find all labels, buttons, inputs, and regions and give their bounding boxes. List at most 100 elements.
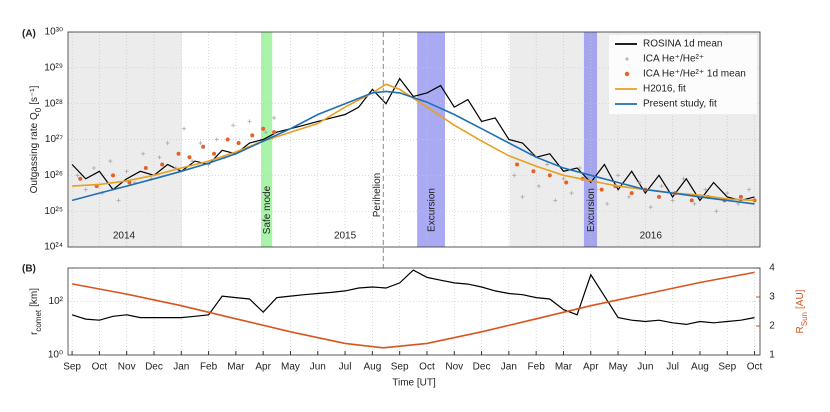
perihelion-label: Perihelion bbox=[372, 173, 383, 217]
x-tick-label: Dec bbox=[145, 362, 163, 373]
y-axis-label-main: r bbox=[29, 331, 40, 335]
data-point bbox=[247, 119, 252, 124]
plot-background bbox=[68, 268, 760, 355]
plot-frame bbox=[67, 31, 761, 248]
x-axis-label: Time [UT] bbox=[392, 378, 436, 389]
x-tick-label: Sep bbox=[63, 362, 81, 373]
data-point bbox=[127, 180, 132, 185]
data-point bbox=[515, 162, 520, 167]
data-line bbox=[71, 269, 755, 326]
data-point bbox=[594, 187, 599, 192]
data-point bbox=[569, 191, 574, 196]
x-tick-label: Oct bbox=[747, 362, 763, 373]
data-point bbox=[141, 151, 146, 156]
y-tick-label: 10²⁵ bbox=[44, 206, 63, 217]
band-label: Excursion bbox=[427, 188, 438, 232]
data-point bbox=[182, 126, 187, 131]
x-tick-label: Dec bbox=[473, 362, 491, 373]
legend-marker bbox=[625, 57, 629, 61]
data-point bbox=[236, 140, 241, 145]
legend-box bbox=[609, 35, 757, 114]
panel-label: (B) bbox=[22, 264, 36, 275]
x-tick-label: Aug bbox=[691, 362, 709, 373]
data-point bbox=[225, 137, 230, 142]
x-tick-label: Aug bbox=[363, 362, 381, 373]
x-tick-label: Sep bbox=[718, 362, 736, 373]
data-point bbox=[263, 130, 268, 135]
x-tick-label: May bbox=[281, 362, 300, 373]
x-tick-label: Oct bbox=[419, 362, 435, 373]
data-point bbox=[250, 133, 255, 138]
y2-tick-label: 3 bbox=[769, 292, 775, 303]
y2-axis-label-main: R bbox=[795, 326, 806, 333]
x-tick-label: Mar bbox=[227, 362, 245, 373]
data-point bbox=[689, 198, 694, 203]
y2-axis-label-sub: Sun bbox=[800, 312, 809, 326]
data-point bbox=[214, 137, 219, 142]
data-point bbox=[212, 151, 217, 156]
data-point bbox=[231, 123, 236, 128]
data-line bbox=[72, 83, 755, 202]
x-tick-label: Jul bbox=[666, 362, 679, 373]
x-tick-label: Oct bbox=[92, 362, 108, 373]
x-tick-label: Jun bbox=[310, 362, 326, 373]
data-point bbox=[629, 191, 634, 196]
data-point bbox=[75, 173, 80, 178]
data-point bbox=[616, 173, 621, 178]
data-point bbox=[599, 187, 604, 192]
data-point bbox=[143, 166, 148, 171]
data-point bbox=[124, 169, 129, 174]
data-point bbox=[545, 162, 550, 167]
data-point bbox=[512, 173, 517, 178]
data-point bbox=[531, 169, 536, 174]
data-point bbox=[187, 155, 192, 160]
plot-frame bbox=[67, 267, 761, 356]
data-point bbox=[605, 201, 610, 206]
x-tick-label: Mar bbox=[555, 362, 573, 373]
data-point bbox=[111, 173, 116, 178]
year-label: 2015 bbox=[334, 231, 357, 242]
y-tick-label: 10² bbox=[49, 296, 64, 307]
y2-axis-label-unit: [AU] bbox=[795, 289, 806, 309]
legend-marker bbox=[624, 71, 630, 77]
data-point bbox=[272, 115, 277, 120]
x-tick-label: Feb bbox=[528, 362, 546, 373]
y-axis-label-unit: [km] bbox=[29, 288, 40, 307]
x-tick-label: Apr bbox=[255, 362, 271, 373]
data-point bbox=[201, 144, 206, 149]
y-axis-label: rcomet [km] bbox=[29, 288, 43, 335]
data-point bbox=[198, 140, 203, 145]
y-tick-label: 10⁰ bbox=[48, 350, 63, 361]
y-tick-label: 10²⁴ bbox=[44, 242, 63, 253]
data-point bbox=[656, 194, 661, 199]
data-point bbox=[547, 173, 552, 178]
data-line bbox=[71, 271, 755, 349]
band-label: Excursion bbox=[586, 188, 597, 232]
panel-label: (A) bbox=[22, 29, 36, 40]
data-point bbox=[692, 201, 697, 206]
x-tick-label: Jan bbox=[501, 362, 517, 373]
x-tick-label: Jul bbox=[339, 362, 352, 373]
y2-tick-label: 4 bbox=[769, 263, 775, 274]
y-axis-label-main: Outgassing rate Q bbox=[29, 112, 40, 193]
data-point bbox=[747, 187, 752, 192]
y-tick-label: 10²⁷ bbox=[45, 134, 63, 145]
x-tick-label: Nov bbox=[118, 362, 136, 373]
data-point bbox=[83, 187, 88, 192]
data-point bbox=[272, 130, 277, 135]
y2-axis-label: RSun [AU] bbox=[795, 289, 809, 333]
data-point bbox=[648, 205, 653, 210]
y2-tick-label: 2 bbox=[769, 321, 775, 332]
x-tick-label: Nov bbox=[445, 362, 463, 373]
legend-label: ICA He⁺/He²⁺ bbox=[643, 54, 704, 65]
data-point bbox=[659, 184, 664, 189]
data-line bbox=[71, 77, 755, 202]
year-label: 2014 bbox=[113, 231, 136, 242]
y-axis-label-sub: comet bbox=[34, 309, 43, 332]
data-point bbox=[108, 159, 113, 164]
legend-label: ICA He⁺/He²⁺ 1d mean bbox=[643, 69, 746, 80]
y-axis-label-sub: 0 bbox=[34, 107, 43, 112]
data-point bbox=[536, 184, 541, 189]
